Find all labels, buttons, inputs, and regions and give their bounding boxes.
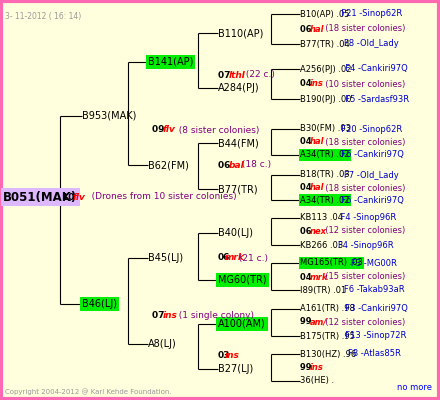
Text: A161(TR) .98: A161(TR) .98 (300, 304, 355, 314)
Text: MG165(TR) .03: MG165(TR) .03 (300, 258, 363, 268)
Text: F6 -Takab93aR: F6 -Takab93aR (336, 286, 405, 294)
Text: (12 sister colonies): (12 sister colonies) (320, 318, 405, 326)
Text: B10(AP) .05: B10(AP) .05 (300, 10, 349, 18)
Text: B953(MAK): B953(MAK) (82, 111, 136, 121)
Text: B051(MAK): B051(MAK) (3, 190, 77, 204)
Text: (18 c.): (18 c.) (239, 160, 271, 170)
Text: A34(TR) .02: A34(TR) .02 (300, 196, 349, 204)
Text: 06: 06 (218, 254, 231, 262)
Text: 3- 11-2012 ( 16: 14): 3- 11-2012 ( 16: 14) (5, 12, 81, 21)
Text: I89(TR) .01: I89(TR) .01 (300, 286, 346, 294)
Text: F8 -Atlas85R: F8 -Atlas85R (340, 350, 400, 358)
Text: (Drones from 10 sister colonies): (Drones from 10 sister colonies) (84, 192, 237, 202)
Text: no more: no more (397, 384, 432, 392)
Text: F5 -Sardasf93R: F5 -Sardasf93R (340, 94, 409, 104)
Text: 06: 06 (300, 226, 315, 236)
Text: am/: am/ (310, 318, 327, 326)
Text: hal: hal (310, 24, 324, 34)
Text: A256(PJ) .02: A256(PJ) .02 (300, 64, 352, 74)
Text: F4 -Cankiri97Q: F4 -Cankiri97Q (340, 64, 407, 74)
Text: mrk: mrk (225, 254, 245, 262)
Text: (12 sister colonies): (12 sister colonies) (320, 226, 405, 236)
Text: nex: nex (310, 226, 327, 236)
Text: 36(HE) .: 36(HE) . (300, 376, 334, 386)
Text: B110(AP): B110(AP) (218, 28, 264, 38)
Text: hal: hal (310, 138, 324, 146)
Text: 07: 07 (152, 312, 168, 320)
Text: F6 -Cankiri97Q: F6 -Cankiri97Q (336, 196, 404, 204)
Text: B130(HZ) .96: B130(HZ) .96 (300, 350, 356, 358)
Text: B44(FM): B44(FM) (218, 138, 259, 148)
Text: B190(PJ) .00: B190(PJ) .00 (300, 94, 352, 104)
Text: ins: ins (225, 350, 240, 360)
Text: A284(PJ): A284(PJ) (218, 83, 260, 93)
Text: 04: 04 (300, 80, 315, 88)
Text: ins: ins (163, 312, 178, 320)
Text: KB113 .04: KB113 .04 (300, 214, 343, 222)
Text: 99: 99 (300, 318, 314, 326)
Text: 10: 10 (62, 192, 77, 202)
Text: B175(TR) .95: B175(TR) .95 (300, 332, 355, 340)
Text: F6 -Cankiri97Q: F6 -Cankiri97Q (336, 150, 404, 160)
Text: mrk: mrk (310, 272, 328, 282)
Text: 04: 04 (300, 272, 315, 282)
Text: (18 sister colonies): (18 sister colonies) (320, 24, 405, 34)
Text: flv: flv (163, 126, 176, 134)
Text: (1 single colony): (1 single colony) (173, 312, 254, 320)
Text: F3 -MG00R: F3 -MG00R (343, 258, 397, 268)
Text: F4 -Sinop96R: F4 -Sinop96R (330, 240, 393, 250)
Text: 06: 06 (218, 160, 234, 170)
Text: 99: 99 (300, 364, 314, 372)
Text: bal: bal (229, 160, 245, 170)
Text: (22 c.): (22 c.) (243, 70, 275, 80)
Text: B62(FM): B62(FM) (148, 160, 189, 170)
Text: ins: ins (310, 80, 324, 88)
Text: flv: flv (73, 192, 86, 202)
Text: KB266 .03: KB266 .03 (300, 240, 343, 250)
Text: B77(TR) .04: B77(TR) .04 (300, 40, 350, 48)
Text: MG60(TR): MG60(TR) (218, 275, 267, 285)
Text: B18(TR) .03: B18(TR) .03 (300, 170, 350, 180)
Text: A34(TR) .02: A34(TR) .02 (300, 150, 349, 160)
Text: F7 -Old_Lady: F7 -Old_Lady (336, 170, 399, 180)
Text: (18 sister colonies): (18 sister colonies) (320, 184, 405, 192)
Text: F4 -Sinop96R: F4 -Sinop96R (330, 214, 396, 222)
Text: B27(LJ): B27(LJ) (218, 364, 253, 374)
Text: Copyright 2004-2012 @ Karl Kehde Foundation.: Copyright 2004-2012 @ Karl Kehde Foundat… (5, 388, 172, 395)
Text: (18 sister colonies): (18 sister colonies) (320, 138, 405, 146)
Text: 03: 03 (218, 350, 231, 360)
Text: 04: 04 (300, 138, 315, 146)
Text: ins: ins (310, 364, 324, 372)
Text: 04: 04 (300, 184, 315, 192)
Text: 09: 09 (152, 126, 168, 134)
Text: (21 c.): (21 c.) (236, 254, 268, 262)
Text: (10 sister colonies): (10 sister colonies) (320, 80, 405, 88)
Text: B46(LJ): B46(LJ) (82, 299, 117, 309)
Text: 06: 06 (300, 24, 315, 34)
Text: lthI: lthI (229, 70, 246, 80)
Text: B141(AP): B141(AP) (148, 57, 193, 67)
Text: F13 -Sinop72R: F13 -Sinop72R (340, 332, 406, 340)
Text: F20 -Sinop62R: F20 -Sinop62R (336, 124, 403, 134)
Text: B77(TR): B77(TR) (218, 184, 258, 194)
Text: hal: hal (310, 184, 324, 192)
Text: F21 -Sinop62R: F21 -Sinop62R (336, 10, 403, 18)
Text: 07: 07 (218, 70, 234, 80)
Text: A8(LJ): A8(LJ) (148, 339, 177, 349)
Text: A100(AM): A100(AM) (218, 319, 266, 329)
Text: B45(LJ): B45(LJ) (148, 253, 183, 263)
Text: B40(LJ): B40(LJ) (218, 228, 253, 238)
Text: (8 sister colonies): (8 sister colonies) (173, 126, 260, 134)
Text: (15 sister colonies): (15 sister colonies) (320, 272, 405, 282)
Text: F3 -Cankiri97Q: F3 -Cankiri97Q (340, 304, 407, 314)
Text: F8 -Old_Lady: F8 -Old_Lady (336, 40, 399, 48)
Text: B30(FM) .03: B30(FM) .03 (300, 124, 351, 134)
